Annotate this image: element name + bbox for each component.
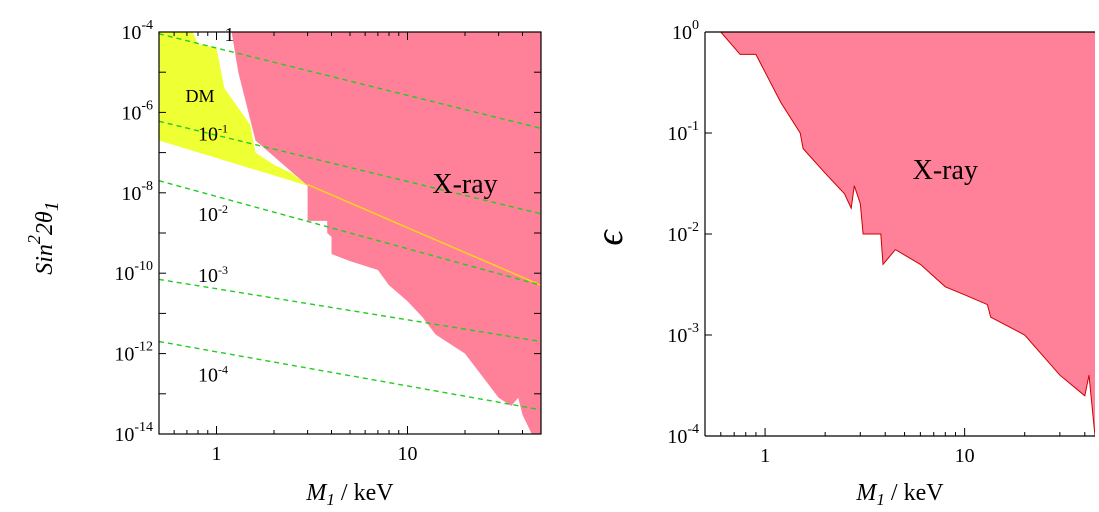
left-y-tick-label: 10-14: [114, 420, 153, 446]
left-region-x-ray: [231, 32, 541, 434]
left-series-line-4: [159, 278, 541, 343]
left-y-label-var: Sin: [32, 244, 58, 275]
left-series-line-1: [159, 33, 541, 130]
left-x-tick-label-1: 1: [211, 443, 221, 465]
right-y-tick-label: 10-2: [667, 220, 699, 246]
left-x-label-var: M: [305, 480, 328, 506]
right-y-tick-label: 10-3: [667, 321, 699, 347]
left-y-label-exp: 2: [24, 235, 44, 244]
left-series-line-2: [159, 120, 541, 215]
left-x-label-sub: 1: [326, 490, 335, 509]
left-series-line-0: [307, 183, 541, 286]
left-y-tick-label: 10-6: [121, 98, 153, 124]
right-y-axis-label: ϵ: [589, 229, 631, 246]
left-series-line-3: [159, 180, 541, 286]
left-y-tick-label: 10-4: [121, 18, 153, 44]
right-region-x-ray: [720, 32, 1095, 436]
right-region-label-x-ray: X-ray: [913, 155, 978, 186]
right-x-tick-label-10: 10: [955, 445, 975, 467]
left-axis-ticks: 1 10 10-4 10-6 10-8 10-10 10-12 10-14: [114, 18, 542, 465]
left-y-tick-label: 10-8: [121, 179, 153, 205]
left-y-label-rest: 2θ: [32, 211, 58, 235]
left-line-label-1: 10-1: [198, 121, 228, 145]
right-plot-regions: [720, 32, 1095, 436]
left-annotations: X-ray DM 1 10-1 10-2 10-3 10-4: [186, 24, 498, 387]
left-region-label-x-ray: X-ray: [432, 169, 497, 200]
right-y-tick-label: 100: [672, 18, 699, 44]
left-region-label-dm: DM: [186, 86, 215, 106]
left-line-label-0: 1: [224, 24, 234, 46]
left-y-tick-label: 10-12: [114, 340, 153, 366]
left-y-axis-label: Sin22θ1: [24, 201, 63, 274]
right-annotations: X-ray: [913, 155, 978, 186]
left-region-dm: [159, 32, 308, 186]
right-x-tick-label-1: 1: [760, 445, 770, 467]
left-series-line-5: [159, 340, 541, 411]
left-x-label-unit: / keV: [335, 480, 394, 506]
left-y-tick-label: 10-10: [114, 259, 153, 285]
right-axis-ticks: 1 10 100 10-1 10-2 10-3 10-4: [667, 18, 1086, 467]
left-line-label-3: 10-3: [198, 263, 228, 287]
left-line-label-2: 10-2: [198, 202, 228, 226]
right-x-label-unit: / keV: [885, 480, 944, 506]
left-y-label-sub: 1: [41, 201, 63, 211]
left-plot-regions: [159, 32, 541, 434]
right-x-axis-label: M1 / keV: [855, 480, 944, 509]
right-x-label-var: M: [855, 480, 878, 506]
left-x-axis-label: M1 / keV: [305, 480, 394, 509]
left-x-tick-label-10: 10: [397, 443, 417, 465]
right-x-label-sub: 1: [876, 490, 885, 509]
right-y-tick-label: 10-4: [667, 422, 699, 448]
right-y-tick-label: 10-1: [667, 119, 699, 145]
left-plot-lines: [159, 33, 541, 411]
left-line-label-4: 10-4: [198, 363, 228, 387]
